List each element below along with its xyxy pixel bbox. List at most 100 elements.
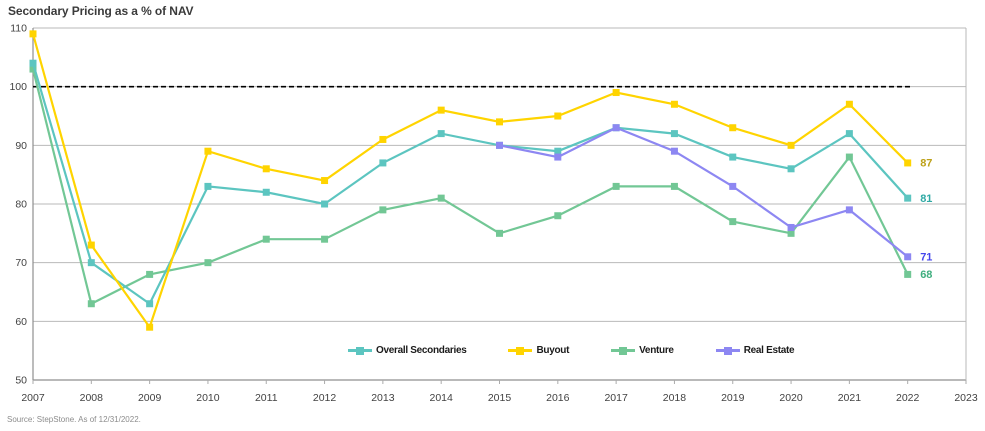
data-point-buyout (262, 165, 270, 173)
y-axis-label: 90 (15, 140, 27, 152)
data-point-overall-secondaries (262, 188, 270, 196)
legend-swatch-icon (611, 346, 636, 355)
data-point-real-estate (787, 223, 795, 231)
x-axis-label: 2011 (255, 392, 278, 404)
legend-label: Real Estate (743, 345, 795, 356)
data-point-venture (262, 235, 270, 243)
x-axis-label: 2009 (138, 392, 162, 404)
data-point-venture (321, 235, 329, 243)
x-axis-label: 2023 (954, 392, 978, 404)
x-axis-label: 2013 (371, 392, 395, 404)
series-line-overall-secondaries (31, 62, 909, 306)
legend-swatch-icon (508, 346, 533, 355)
data-point-overall-secondaries (787, 165, 795, 173)
x-axis-label: 2008 (80, 392, 104, 404)
data-point-venture (787, 229, 795, 237)
x-axis-label: 2021 (838, 392, 862, 404)
data-point-venture (437, 194, 445, 202)
y-axis-label: 60 (15, 316, 27, 328)
data-point-venture (845, 153, 853, 161)
data-point-buyout (146, 323, 154, 331)
series-line-venture (31, 68, 909, 306)
data-point-overall-secondaries (87, 259, 95, 267)
legend-label: Overall Secondaries (376, 345, 467, 356)
data-point-overall-secondaries (729, 153, 737, 161)
data-point-overall-secondaries (670, 130, 678, 138)
data-point-buyout (87, 241, 95, 249)
data-point-real-estate (670, 147, 678, 155)
legend-item-overall-secondaries: Overall Secondaries (348, 345, 467, 356)
data-point-buyout (496, 118, 503, 126)
data-point-overall-secondaries (29, 59, 37, 67)
end-value-label-real-estate: 71 (920, 252, 932, 264)
data-point-overall-secondaries (437, 130, 445, 138)
x-axis-label: 2017 (604, 392, 628, 404)
data-point-venture (729, 218, 737, 226)
data-point-buyout (321, 177, 329, 185)
x-axis-label: 2016 (546, 392, 570, 404)
chart-title: Secondary Pricing as a % of NAV (8, 4, 194, 18)
x-axis-label: 2020 (779, 392, 803, 404)
legend-swatch-icon (715, 346, 740, 355)
data-point-real-estate (845, 206, 853, 214)
x-axis-label: 2018 (663, 392, 687, 404)
data-point-overall-secondaries (904, 194, 912, 202)
end-value-label-buyout: 87 (920, 158, 932, 170)
data-point-venture (204, 259, 212, 267)
data-point-venture (87, 300, 95, 308)
data-point-buyout (554, 112, 562, 120)
data-point-overall-secondaries (204, 182, 212, 190)
data-point-venture (496, 229, 503, 237)
y-axis-label: 110 (10, 23, 27, 35)
data-point-overall-secondaries (146, 300, 154, 308)
legend-label: Buyout (536, 345, 570, 356)
x-axis-label: 2010 (196, 392, 220, 404)
y-axis-label: 70 (15, 257, 27, 269)
data-point-overall-secondaries (845, 130, 853, 138)
data-point-real-estate (729, 182, 737, 190)
data-point-overall-secondaries (321, 200, 329, 208)
source-note: Source: StepStone. As of 12/31/2022. (7, 415, 141, 424)
series-line-real-estate (499, 126, 909, 258)
data-point-venture (904, 270, 912, 278)
data-point-buyout (729, 124, 737, 132)
x-axis-label: 2022 (896, 392, 920, 404)
data-point-buyout (437, 106, 445, 114)
data-point-venture (670, 182, 678, 190)
data-point-buyout (670, 100, 678, 108)
x-axis-label: 2007 (21, 392, 45, 404)
data-point-buyout (845, 100, 853, 108)
end-value-label-venture: 68 (920, 269, 932, 281)
x-axis-label: 2012 (313, 392, 337, 404)
legend-swatch-icon (348, 346, 372, 355)
data-point-buyout (29, 30, 37, 38)
y-axis-label: 80 (15, 199, 27, 211)
data-point-buyout (904, 159, 912, 167)
data-point-venture (29, 65, 37, 73)
data-point-venture (146, 270, 154, 278)
y-axis-label: 100 (9, 81, 27, 93)
y-axis-label: 50 (15, 375, 27, 387)
data-point-overall-secondaries (379, 159, 387, 167)
data-point-real-estate (904, 253, 912, 261)
data-point-real-estate (554, 153, 562, 161)
legend-item-venture: Venture (611, 345, 674, 356)
data-point-venture (554, 212, 562, 220)
data-point-buyout (612, 89, 620, 97)
x-axis-label: 2014 (430, 392, 454, 404)
data-point-overall-secondaries (554, 147, 562, 155)
data-point-real-estate (496, 141, 503, 149)
series-line-buyout (31, 33, 909, 330)
data-point-venture (379, 206, 387, 214)
data-point-real-estate (612, 124, 620, 132)
legend-label: Venture (639, 345, 674, 356)
x-axis-label: 2015 (488, 392, 512, 404)
end-value-label-overall-secondaries: 81 (920, 193, 932, 205)
legend-item-buyout: Buyout (508, 345, 569, 356)
x-axis-label: 2019 (721, 392, 745, 404)
data-point-buyout (787, 141, 795, 149)
legend: Overall Secondaries Buyout Venture Real … (348, 345, 795, 356)
data-point-buyout (204, 147, 212, 155)
